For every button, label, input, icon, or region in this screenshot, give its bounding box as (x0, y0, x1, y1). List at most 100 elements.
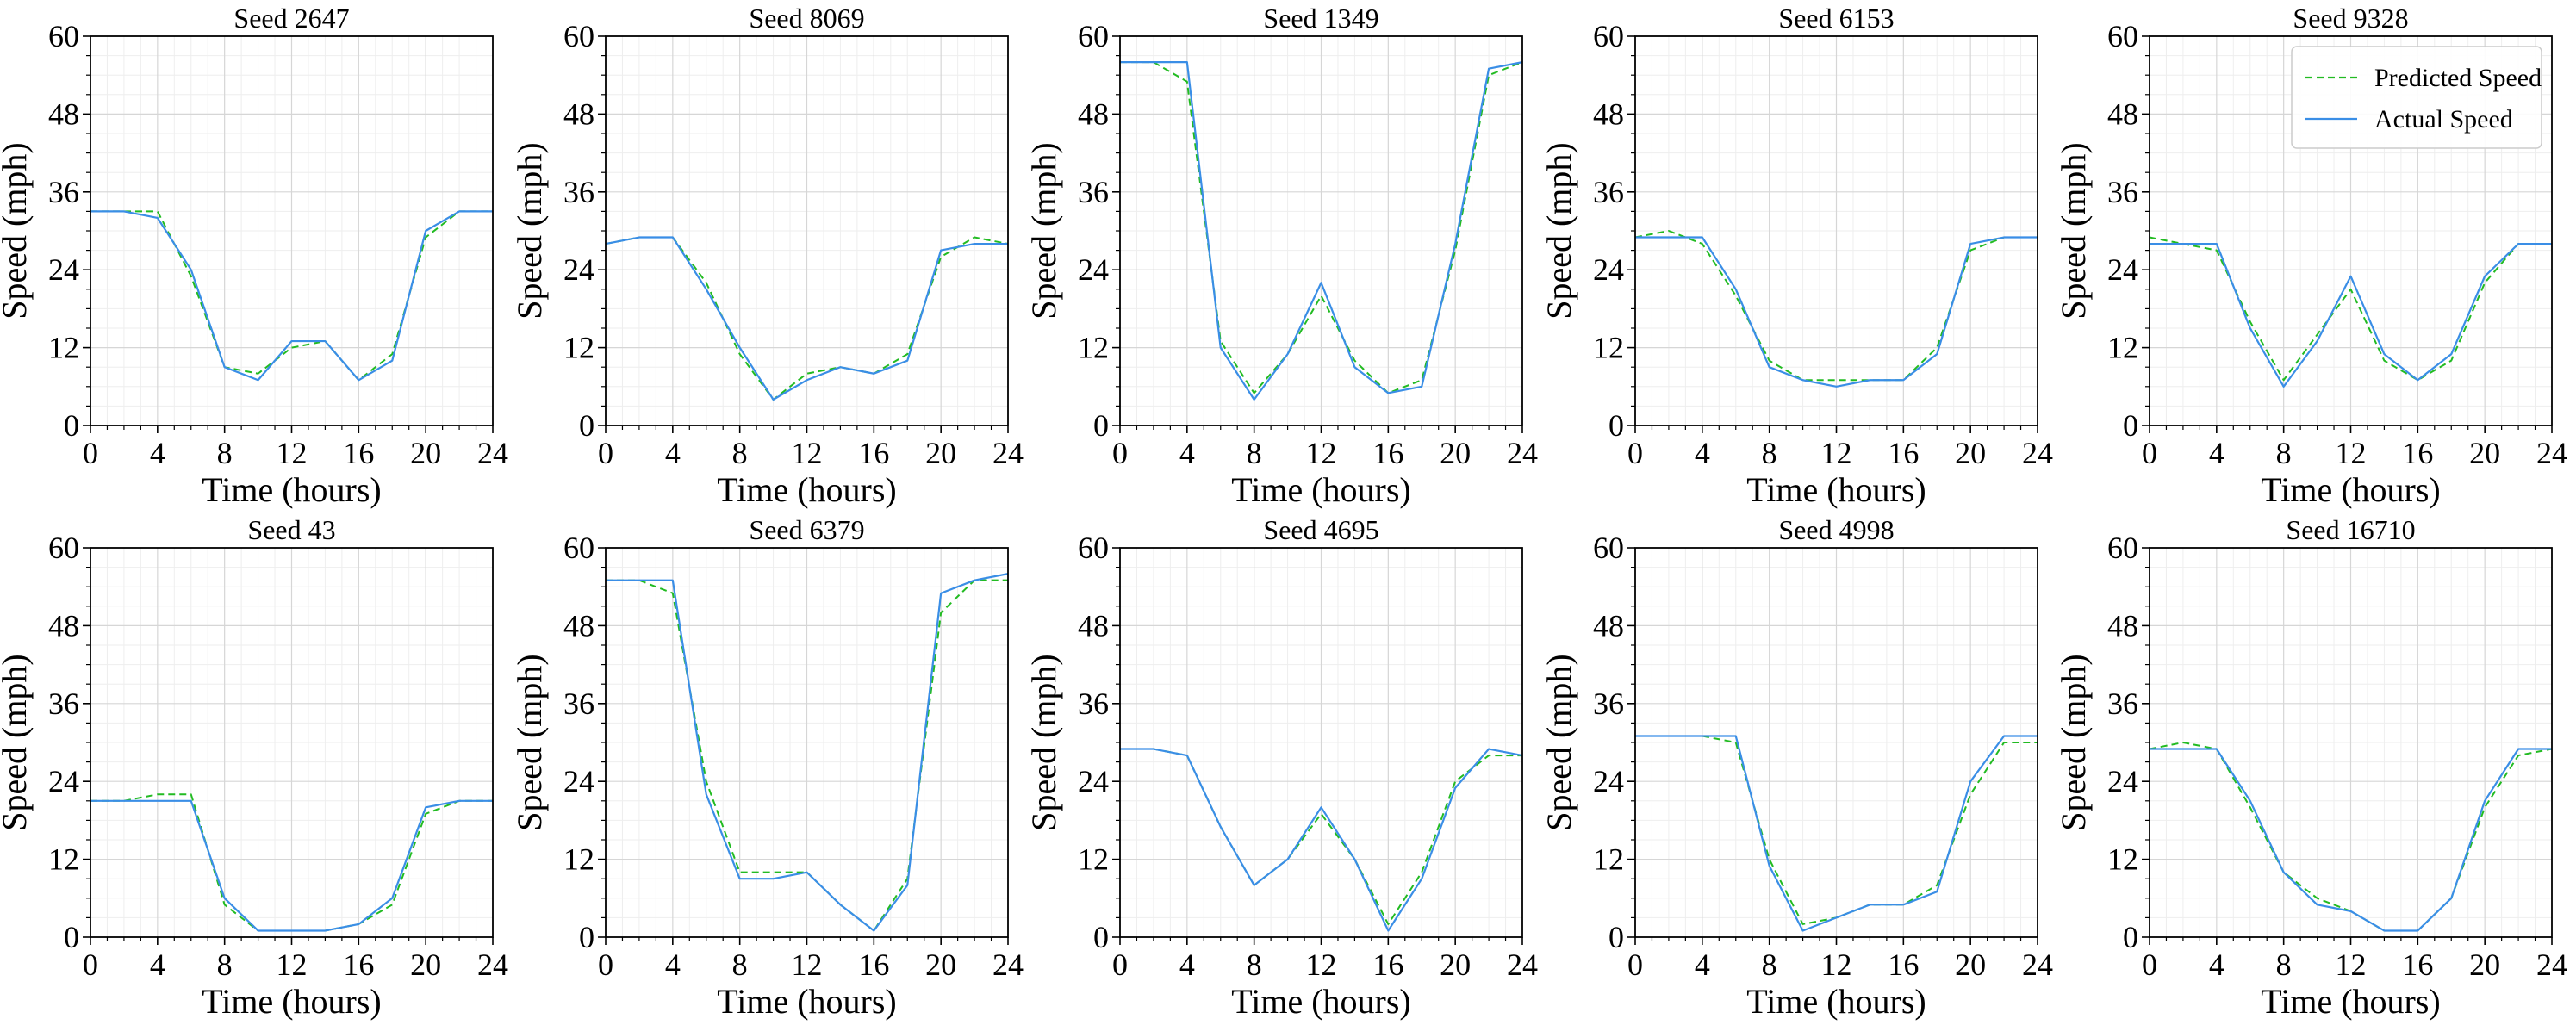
x-tick-label: 24 (992, 947, 1024, 982)
y-tick-label: 24 (1593, 764, 1624, 798)
x-tick-label: 12 (792, 947, 823, 982)
x-tick-label: 24 (992, 436, 1024, 470)
x-tick-label: 20 (2469, 947, 2500, 982)
y-tick-label: 24 (1593, 252, 1624, 287)
y-tick-label: 48 (563, 608, 594, 643)
y-tick-label: 60 (2107, 19, 2138, 53)
x-tick-label: 16 (858, 947, 889, 982)
y-tick-label: 36 (563, 175, 594, 209)
x-tick-label: 12 (1821, 436, 1852, 470)
y-tick-label: 0 (579, 408, 594, 443)
x-tick-label: 20 (925, 436, 956, 470)
x-tick-label: 0 (2142, 436, 2157, 470)
panel-title: Seed 4998 (1778, 514, 1894, 545)
y-tick-label: 36 (1593, 686, 1624, 721)
y-axis-label: Speed (mph) (1540, 654, 1578, 831)
predicted-speed-line (1120, 61, 1523, 394)
x-tick-label: 20 (1440, 947, 1471, 982)
x-tick-label: 8 (1762, 436, 1777, 470)
y-tick-label: 36 (1078, 686, 1109, 721)
y-tick-label: 12 (2107, 331, 2138, 365)
x-tick-label: 20 (1955, 947, 1986, 982)
x-tick-label: 24 (2022, 436, 2053, 470)
x-tick-label: 4 (2209, 436, 2224, 470)
y-tick-label: 12 (563, 842, 594, 877)
x-tick-label: 4 (665, 436, 681, 470)
y-tick-label: 36 (2107, 686, 2138, 721)
actual-speed-line (606, 573, 1009, 932)
x-tick-label: 20 (410, 947, 441, 982)
y-tick-label: 60 (1078, 531, 1109, 565)
y-tick-label: 24 (2107, 252, 2138, 287)
actual-speed-line (605, 236, 1008, 401)
legend-box (2291, 46, 2542, 149)
x-tick-label: 0 (2142, 947, 2157, 982)
y-tick-label: 12 (48, 842, 79, 877)
x-tick-label: 16 (1888, 947, 1919, 982)
x-tick-label: 0 (598, 436, 613, 470)
y-tick-label: 36 (48, 686, 79, 721)
x-axis-label: Time (hours) (717, 470, 897, 509)
panel-title: Seed 4695 (1263, 514, 1378, 545)
x-axis-label: Time (hours) (1231, 982, 1411, 1021)
y-tick-label: 36 (1593, 175, 1624, 209)
legend: Predicted Speed Actual Speed (2291, 46, 2542, 149)
y-tick-label: 0 (1608, 920, 1624, 954)
x-tick-label: 24 (2536, 947, 2567, 982)
y-axis-label: Speed (mph) (510, 142, 549, 320)
y-tick-label: 12 (563, 331, 594, 365)
x-tick-label: 8 (1247, 436, 1262, 470)
panel-title: Seed 1349 (1263, 3, 1378, 34)
legend-entry-label: Predicted Speed (2374, 64, 2542, 92)
x-tick-label: 0 (83, 947, 98, 982)
x-tick-label: 4 (665, 947, 681, 982)
x-tick-label: 12 (1306, 947, 1337, 982)
x-tick-label: 4 (150, 436, 165, 470)
y-tick-label: 48 (1593, 608, 1624, 643)
y-tick-label: 60 (48, 19, 79, 53)
y-axis-label: Speed (mph) (2054, 654, 2093, 831)
y-tick-label: 36 (48, 175, 79, 209)
x-tick-label: 16 (858, 436, 889, 470)
predicted-speed-line (606, 579, 1008, 932)
predicted-speed-line (1634, 230, 2038, 382)
x-tick-label: 8 (217, 947, 233, 982)
y-tick-label: 48 (2107, 96, 2138, 131)
y-axis-label: Speed (mph) (2054, 142, 2093, 320)
x-tick-label: 16 (343, 947, 374, 982)
x-tick-label: 12 (792, 436, 823, 470)
x-tick-label: 0 (598, 947, 613, 982)
x-axis-label: Time (hours) (202, 982, 382, 1021)
actual-speed-line (1635, 236, 2038, 388)
x-tick-label: 12 (277, 436, 308, 470)
y-tick-label: 48 (48, 96, 79, 131)
x-tick-label: 20 (925, 947, 956, 982)
x-tick-label: 16 (343, 436, 374, 470)
y-tick-label: 36 (1078, 175, 1109, 209)
x-tick-label: 4 (2209, 947, 2224, 982)
x-tick-label: 24 (477, 436, 508, 470)
y-tick-label: 0 (579, 920, 594, 954)
x-tick-label: 8 (2276, 947, 2292, 982)
x-tick-label: 24 (2022, 947, 2053, 982)
y-tick-label: 12 (1078, 331, 1109, 365)
y-tick-label: 48 (2107, 608, 2138, 643)
x-tick-label: 4 (1179, 436, 1195, 470)
y-axis-label: Speed (mph) (1024, 142, 1063, 320)
y-tick-label: 60 (1078, 19, 1109, 53)
x-tick-label: 20 (2469, 436, 2500, 470)
y-axis-label: Speed (mph) (1024, 654, 1063, 831)
actual-speed-line (1635, 735, 2038, 932)
panel-title: Seed 43 (247, 514, 335, 545)
x-tick-label: 24 (1507, 947, 1538, 982)
y-tick-label: 12 (1078, 842, 1109, 877)
y-tick-label: 0 (64, 408, 79, 443)
panel-title: Seed 16710 (2286, 514, 2415, 545)
x-tick-label: 12 (2336, 947, 2367, 982)
y-tick-label: 0 (2123, 920, 2138, 954)
x-tick-label: 24 (1507, 436, 1538, 470)
y-tick-label: 0 (1608, 408, 1624, 443)
